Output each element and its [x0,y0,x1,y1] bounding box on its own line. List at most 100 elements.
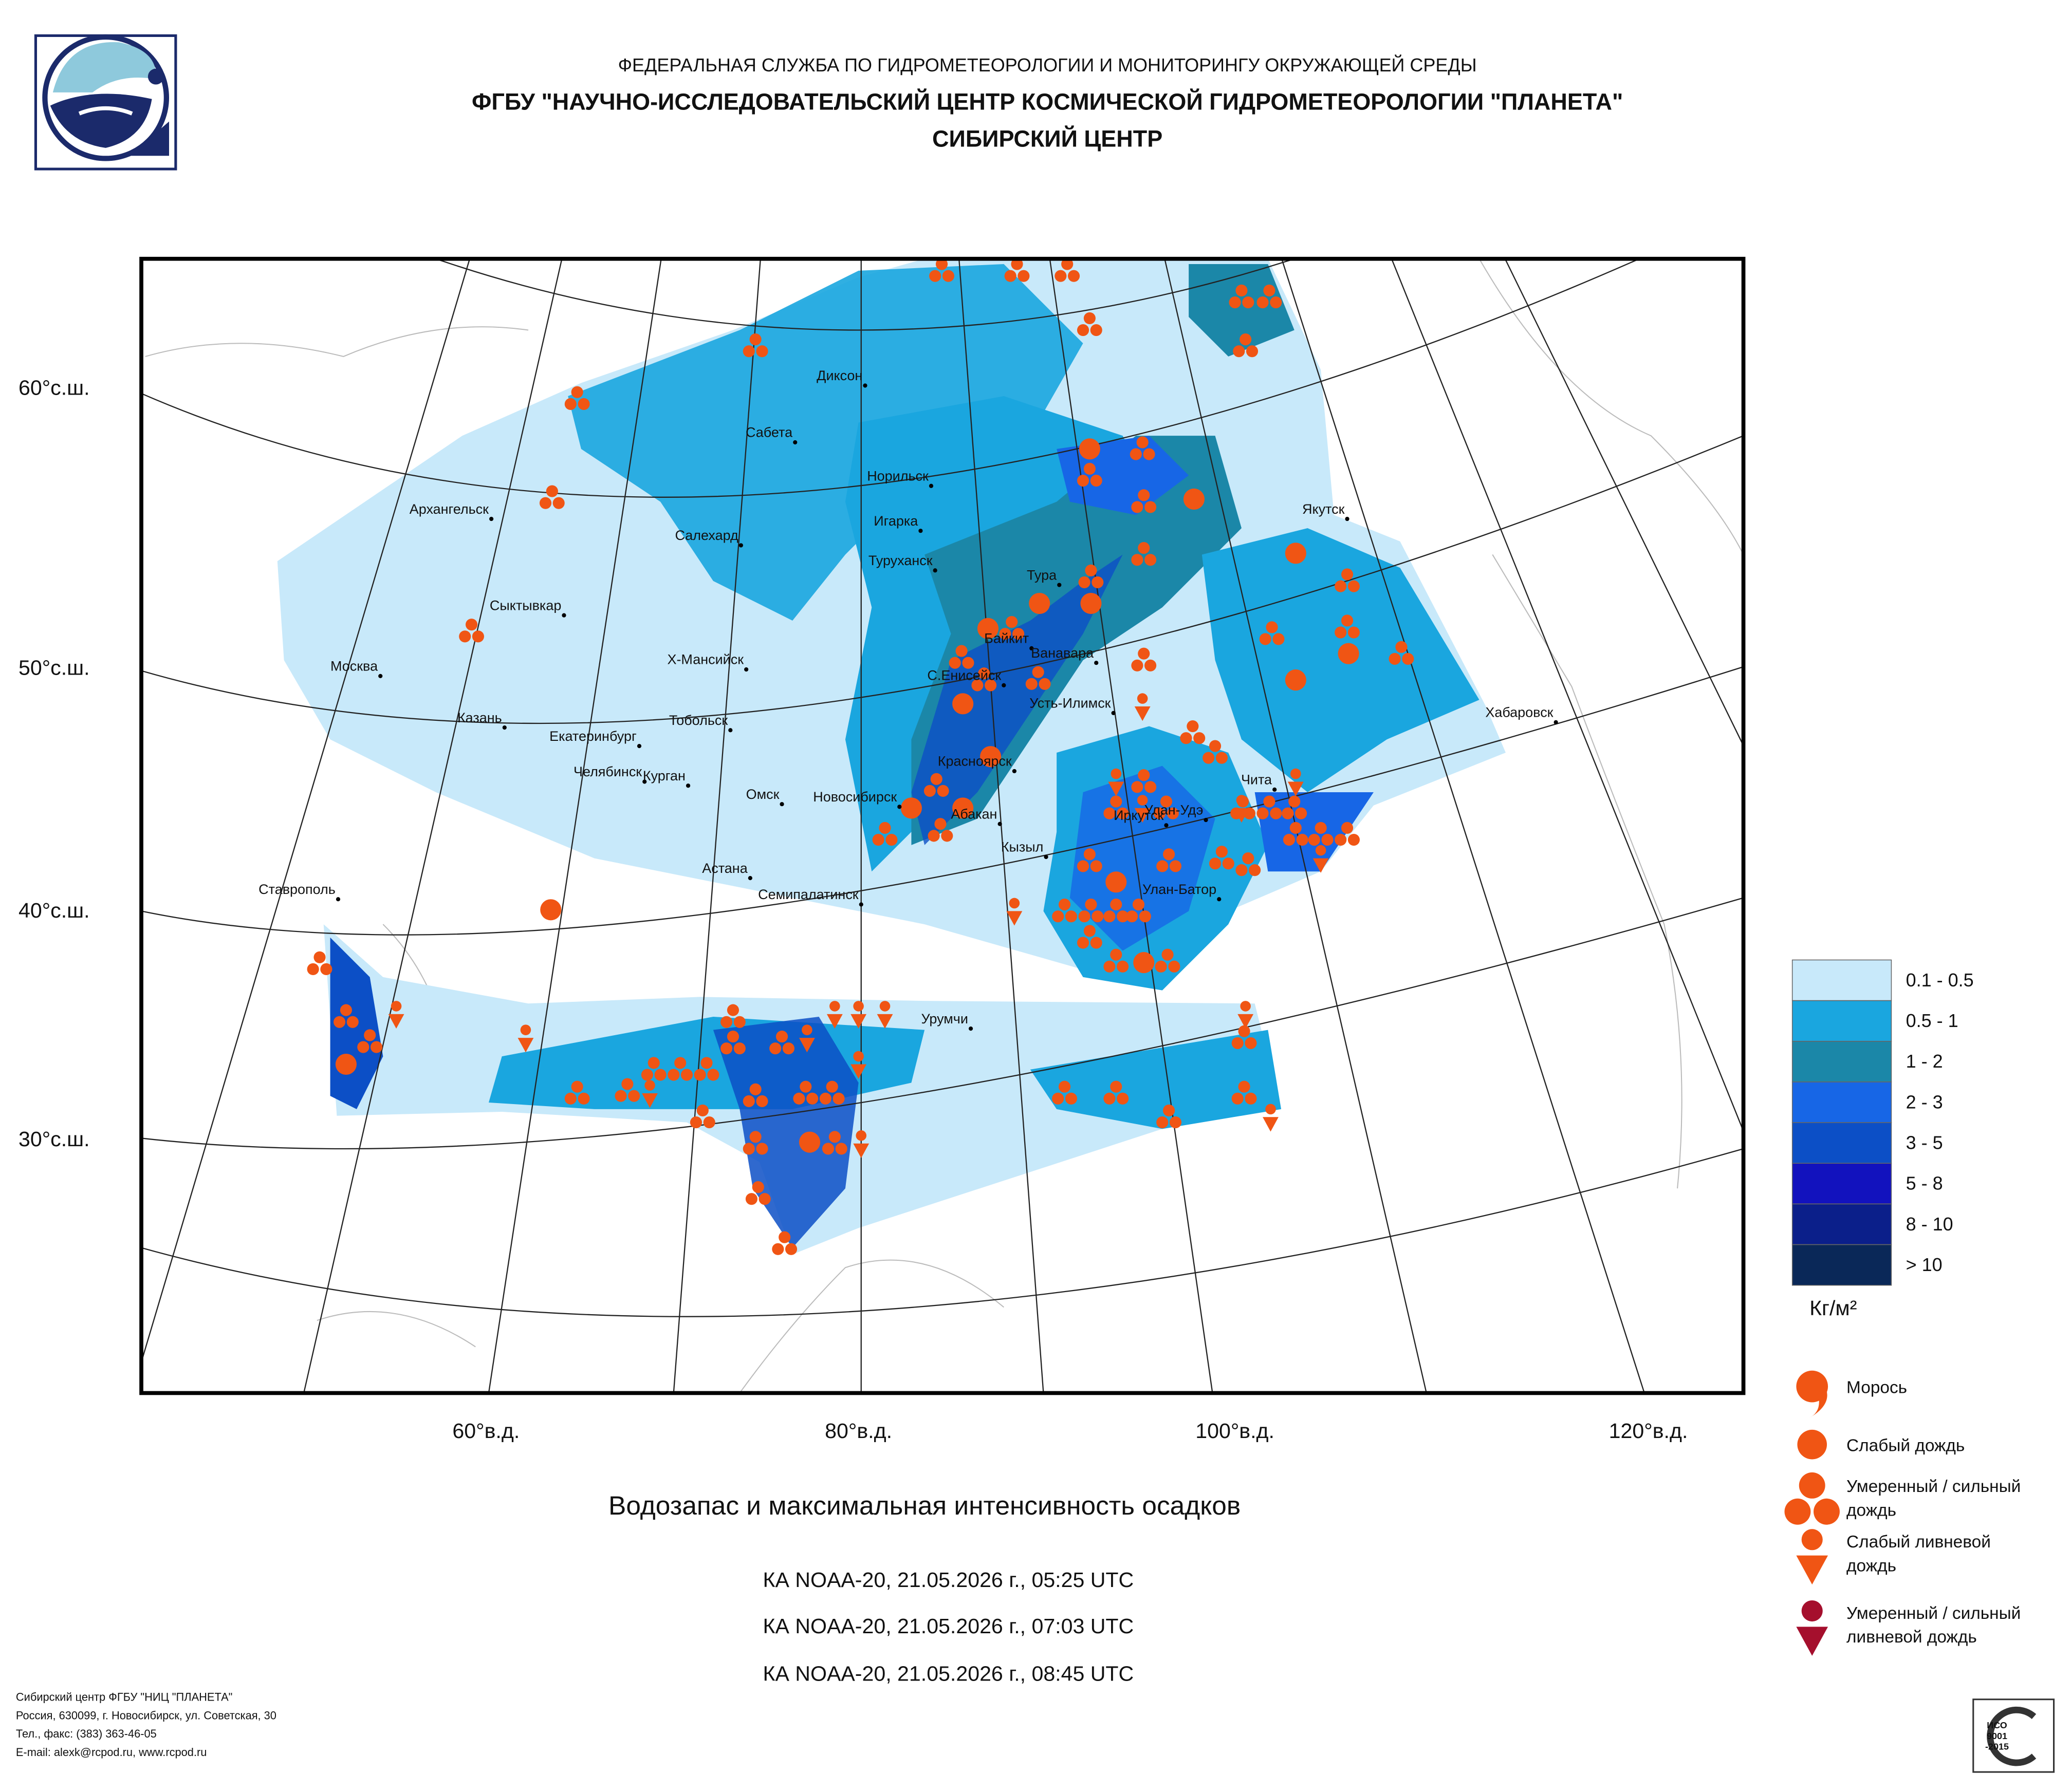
moderate-rain-symbol [1203,752,1215,764]
moderate-rain-symbol [1193,732,1206,744]
moderate-rain-symbol [1144,501,1157,513]
moderate-rain-symbol [1058,1080,1071,1093]
moderate-rain-symbol [727,1004,739,1016]
moderate-rain-symbol [1335,834,1347,846]
city-dot [378,674,383,679]
precip-legend-label: ливневой дождь [1846,1628,1977,1647]
moderate-rain-symbol [370,1041,383,1053]
moderate-rain-symbol [819,1092,831,1105]
map-title: Водозапас и максимальная интенсивность о… [608,1490,1241,1520]
legend-label: > 10 [1906,1254,1943,1275]
moderate-rain-symbol [1110,948,1122,961]
shower-dot [879,1001,891,1012]
moderate-rain-symbol [1231,1037,1244,1049]
shower-triangle [1263,1117,1279,1132]
moderate-rain-symbol [929,270,941,282]
moderate-rain-symbol [1263,284,1275,296]
moderate-rain-symbol [756,1095,768,1108]
moderate-rain-symbol [1061,258,1074,270]
parallel [141,258,1641,498]
moderate-rain-symbol [1117,910,1129,923]
moderate-rain-symbol [1321,834,1334,846]
moderate-rain-symbol [1215,752,1228,764]
rain-symbol [900,797,922,819]
city-dot [793,440,798,445]
moderate-rain-symbol [674,1057,687,1069]
coastline [739,1259,1004,1393]
moderate-rain-symbol [1103,807,1116,819]
meridian [303,258,563,1393]
rain-symbol [1080,592,1102,614]
rain-symbol [1285,669,1306,691]
shower-triangle [1796,1555,1828,1585]
longitude-label: 80°в.д. [825,1419,892,1443]
rain-symbol [952,797,974,819]
moderate-rain-symbol [759,1193,771,1205]
moderate-rain-symbol [923,785,936,797]
moderate-rain-symbol [806,1092,819,1105]
moderate-rain-symbol [307,963,319,976]
moderate-rain-symbol [1341,568,1354,581]
city-dot [738,543,743,548]
legend-swatch [1791,1163,1892,1205]
cloud-field [911,554,1123,845]
city-dot [1164,823,1169,828]
city-label: Курган [643,768,686,783]
header: ФЕДЕРАЛЬНАЯ СЛУЖБА ПО ГИДРОМЕТЕОРОЛОГИИ … [472,54,1623,152]
moderate-rain-symbol [564,1092,577,1105]
moderate-rain-symbol [756,345,768,358]
moderate-rain-symbol [1132,898,1145,911]
moderate-rain-symbol [835,1143,847,1155]
legend-label: 1 - 2 [1906,1051,1943,1072]
footer-line: E-mail: alexk@rcpod.ru, www.rcpod.ru [16,1746,207,1759]
precip-legend-label: Умеренный / сильный [1846,1604,2021,1623]
moderate-rain-symbol [696,1104,709,1117]
moderate-rain-symbol [1085,564,1097,576]
legend-label: 0.1 - 0.5 [1906,969,1974,991]
city-dot [1554,720,1558,724]
moderate-rain-symbol [1117,1092,1129,1105]
moderate-rain-symbol [1245,1037,1257,1049]
moderate-rain-symbol [340,1004,352,1016]
moderate-rain-symbol [1117,807,1129,819]
legend-swatch [1791,1244,1892,1286]
moderate-rain-symbol [1103,910,1116,923]
legend-label: 5 - 8 [1906,1173,1943,1194]
moderate-rain-symbol [578,1092,590,1105]
pass-info: КА NOAA-20, 21.05.2026 г., 05:25 UTC [763,1568,1134,1592]
city-label: Салехард [675,528,738,543]
moderate-rain-symbol [1092,576,1104,588]
moderate-rain-symbol [1131,501,1143,513]
city-dot [1057,583,1062,587]
city-dot [933,568,937,573]
moderate-rain-symbol [962,657,974,669]
meridian [1281,258,1645,1393]
moderate-rain-symbol [1161,948,1174,961]
coastline [1492,554,1682,1189]
moderate-rain-symbol [1058,898,1071,911]
quality-badge: ИСО 9001 -2015 [1972,1698,2055,1773]
moderate-rain-symbol [1347,580,1360,592]
legend-swatch [1791,1041,1892,1082]
moderate-rain-symbol [621,1078,634,1090]
city-label: С.Енисейск [927,668,1001,683]
moderate-rain-symbol [822,1143,835,1155]
moderate-rain-symbol [1090,937,1102,949]
moderate-rain-symbol [694,1069,706,1081]
moderate-rain-symbol [1077,474,1089,487]
moderate-rain-symbol [793,1092,805,1105]
moderate-rain-symbol [1229,296,1241,309]
moderate-rain-symbol [743,1143,755,1155]
map-frame [139,256,1746,1395]
moderate-rain-symbol [1078,576,1090,588]
precip-legend-label: Морось [1846,1378,1907,1397]
moderate-rain-symbol [1395,641,1408,653]
parallel [141,897,1744,1150]
rain-symbol [1133,952,1155,974]
moderate-rain-symbol [999,628,1011,640]
moderate-rain-symbol [833,1092,845,1105]
badge-text: ИСО [1987,1720,2007,1730]
moderate-rain-symbol [756,1143,768,1155]
rain-symbol [1797,1429,1827,1460]
moderate-rain-symbol [1238,1025,1250,1037]
